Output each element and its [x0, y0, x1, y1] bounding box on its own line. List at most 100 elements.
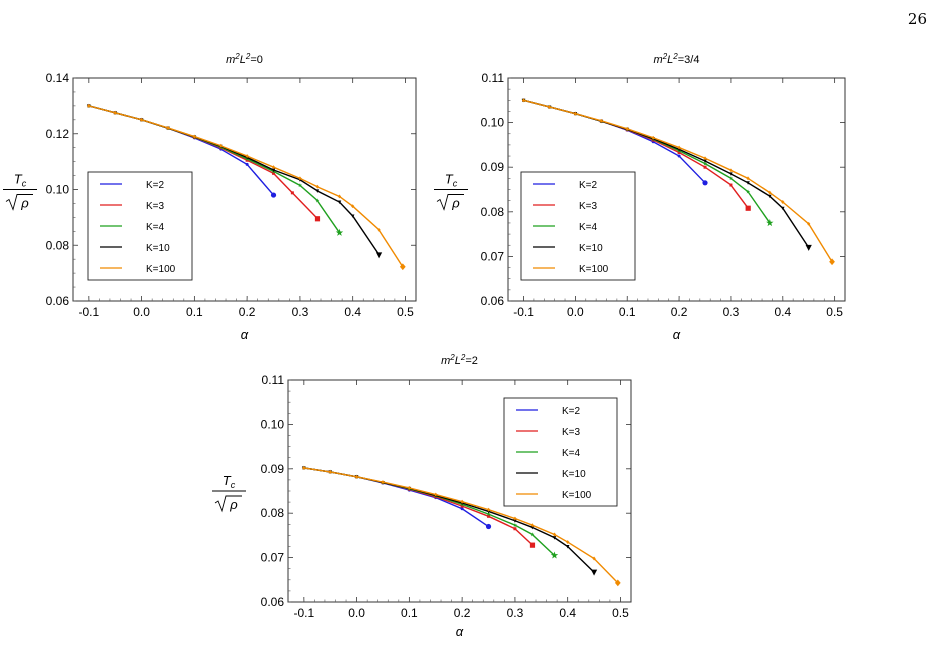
legend-label: K=2 — [146, 180, 165, 191]
data-point — [530, 523, 534, 528]
data-point — [87, 103, 91, 108]
data-point — [298, 176, 302, 181]
legend-label: K=4 — [562, 448, 581, 459]
y-tick-label: 0.10 — [261, 417, 285, 431]
x-tick-label: 0.3 — [507, 606, 524, 620]
series-K=3 — [302, 466, 536, 548]
sqrt-sign — [436, 194, 464, 211]
data-point — [552, 532, 557, 537]
legend-label: K=100 — [146, 264, 176, 275]
data-point — [270, 192, 277, 198]
x-axis: -0.1 0.0 0.1 0.2 0.3 0.4 0.5 — [513, 78, 843, 319]
y-label-denominator: ρ — [451, 196, 460, 211]
y-label-denominator: ρ — [229, 497, 238, 512]
series-line — [88, 105, 404, 268]
y-tick-label: 0.09 — [261, 462, 285, 476]
data-point — [745, 189, 751, 194]
data-point — [166, 125, 170, 130]
data-point — [407, 485, 412, 490]
x-tick-label: 0.0 — [567, 305, 584, 319]
data-point — [651, 135, 655, 140]
y-tick-label: 0.11 — [262, 373, 285, 387]
x-tick-label: 0.5 — [826, 305, 843, 319]
data-point — [702, 180, 708, 186]
x-tick-label: 0.0 — [133, 305, 150, 319]
data-point — [375, 252, 383, 259]
data-point — [377, 227, 381, 232]
y-tick-label: 0.09 — [481, 160, 505, 174]
data-point — [315, 184, 319, 189]
chart-title: m2L2=0 — [226, 52, 263, 66]
data-point — [766, 219, 774, 227]
y-tick-label: 0.12 — [46, 127, 70, 141]
legend-label: K=2 — [562, 406, 581, 417]
data-point — [328, 469, 332, 474]
x-tick-label: 0.2 — [239, 305, 256, 319]
chart-title: m2L2=2 — [441, 353, 478, 367]
x-tick-label: 0.5 — [612, 606, 629, 620]
data-point — [271, 165, 276, 170]
data-point — [599, 118, 603, 123]
data-point — [729, 183, 733, 187]
series-K=2 — [302, 466, 492, 530]
data-point — [550, 551, 559, 559]
legend-label: K=4 — [146, 222, 165, 233]
legend-box — [503, 397, 618, 507]
data-point — [354, 474, 359, 479]
x-axis-label: α — [241, 327, 249, 342]
sqrt-sign — [5, 194, 33, 211]
chart-1: -0.1 0.0 0.1 0.2 0.3 0.4 0.50.060.080.100.120.… — [3, 52, 417, 342]
data-point — [513, 519, 517, 523]
data-point — [315, 198, 320, 203]
series-line — [523, 99, 833, 263]
data-point — [521, 98, 526, 103]
data-point — [677, 145, 681, 150]
data-point — [573, 111, 578, 116]
data-point — [703, 165, 707, 169]
data-point — [314, 216, 321, 222]
data-point — [807, 221, 811, 226]
data-point — [547, 105, 552, 109]
data-point — [192, 134, 197, 139]
x-tick-label: 0.3 — [292, 305, 309, 319]
data-point — [513, 516, 517, 521]
x-tick-label: -0.1 — [293, 606, 314, 620]
y-tick-label: 0.08 — [481, 205, 505, 219]
legend-label: K=4 — [579, 222, 598, 233]
y-label-numerator: Tc — [223, 473, 236, 490]
y-axis: 0.06 0.07 0.08 0.09 0.10 0.11 — [481, 71, 845, 308]
x-axis: -0.1 0.0 0.1 0.2 0.3 0.4 0.5 — [293, 380, 629, 620]
x-tick-label: -0.1 — [513, 305, 534, 319]
x-tick-label: 0.5 — [397, 305, 414, 319]
legend-label: K=100 — [579, 264, 609, 275]
legend-label: K=3 — [579, 201, 598, 212]
x-tick-label: 0.2 — [454, 606, 471, 620]
data-point — [745, 205, 751, 211]
data-point — [337, 194, 342, 199]
data-point — [245, 154, 249, 158]
data-point — [139, 117, 144, 122]
data-point — [460, 507, 464, 511]
data-point — [703, 156, 707, 161]
legend-label: K=3 — [562, 427, 581, 438]
x-tick-label: 0.2 — [671, 305, 688, 319]
data-point — [486, 507, 491, 512]
legend: K=2 K=3 K=4 K=10 K=100 — [87, 171, 193, 281]
data-point — [566, 540, 570, 545]
data-point — [590, 569, 598, 576]
data-point — [530, 525, 535, 530]
x-tick-label: 0.1 — [619, 305, 636, 319]
legend: K=2 K=3 K=4 K=10 K=100 — [520, 171, 636, 281]
chart-title: m2L2=3/4 — [654, 52, 700, 66]
data-point — [381, 480, 385, 485]
data-point — [487, 514, 491, 518]
data-point — [805, 244, 812, 251]
y-tick-label: 0.08 — [261, 506, 285, 520]
data-point — [399, 263, 406, 271]
x-tick-label: 0.4 — [559, 606, 576, 620]
y-axis: 0.06 0.08 0.10 0.12 0.14 — [46, 71, 416, 308]
data-point — [781, 200, 785, 204]
y-label-numerator: Tc — [14, 172, 27, 189]
x-axis-label: α — [456, 624, 464, 639]
y-tick-label: 0.10 — [481, 116, 505, 130]
